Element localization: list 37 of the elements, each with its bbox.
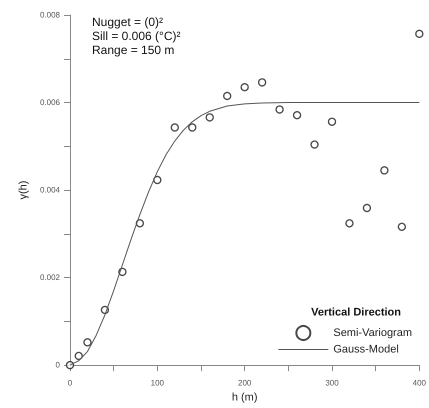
y-tick-label: 0.008 bbox=[40, 10, 61, 20]
legend-title: Vertical Direction bbox=[311, 306, 402, 318]
legend-label: Semi-Variogram bbox=[333, 327, 412, 339]
point bbox=[398, 222, 406, 231]
point bbox=[362, 204, 372, 212]
point bbox=[153, 176, 162, 184]
point bbox=[380, 166, 389, 175]
x-tick-label: 300 bbox=[325, 378, 340, 388]
y-tick-label: 0.002 bbox=[40, 273, 61, 282]
annotation: Range = 150 m bbox=[92, 43, 174, 57]
point bbox=[83, 338, 92, 346]
x-axis-title: h (m) bbox=[232, 392, 258, 404]
point bbox=[275, 105, 284, 114]
point bbox=[240, 83, 249, 92]
point bbox=[206, 113, 214, 122]
point bbox=[415, 30, 424, 38]
point bbox=[188, 123, 196, 132]
point bbox=[292, 111, 302, 120]
y-tick-label: 0 bbox=[56, 360, 61, 370]
point bbox=[170, 123, 179, 132]
x-tick-label: 0 bbox=[68, 378, 73, 388]
x-tick-label: 100 bbox=[150, 378, 165, 388]
x-tick-label: 200 bbox=[238, 378, 252, 388]
point bbox=[345, 219, 354, 228]
legend-label: Gauss-Model bbox=[333, 344, 399, 356]
annotation: Nugget = (0)² bbox=[92, 15, 164, 29]
x-tick-label: 400 bbox=[412, 378, 427, 388]
point bbox=[310, 140, 319, 149]
y-tick-label: 0.004 bbox=[40, 186, 61, 195]
y-axis-title: γ(h) bbox=[18, 180, 30, 200]
annotation: Sill = 0.006 (°C)² bbox=[92, 29, 180, 43]
point bbox=[328, 118, 336, 126]
point bbox=[74, 352, 83, 360]
point bbox=[136, 219, 144, 228]
point bbox=[223, 92, 232, 100]
y-tick-label: 0.006 bbox=[40, 98, 61, 108]
point bbox=[258, 78, 266, 87]
